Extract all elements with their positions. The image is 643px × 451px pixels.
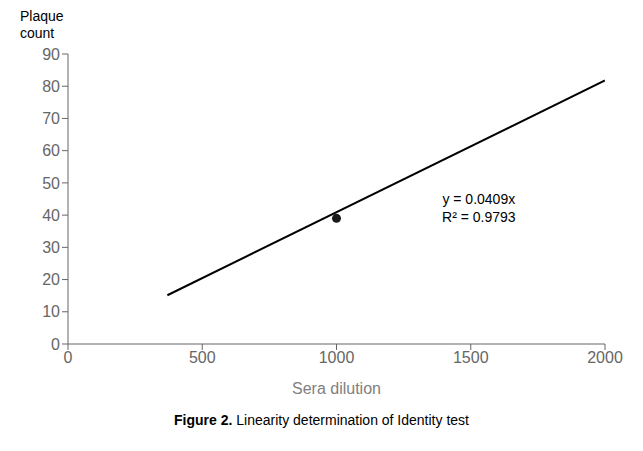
svg-text:0: 0 [64,349,73,366]
svg-text:500: 500 [189,349,216,366]
html-text:Plaque count: Plaque count [20,8,64,41]
svg-text:2000: 2000 [587,349,623,366]
svg-text:1500: 1500 [453,349,489,366]
svg-text:y = 0.0409xR² = 0.9793: y = 0.0409xR² = 0.9793 [442,190,516,224]
html-text:Figure 2. Linearity determinat: Figure 2. Linearity determination of Ide… [174,412,469,428]
svg-text:30: 30 [42,239,60,256]
svg-text:40: 40 [42,207,60,224]
svg-text:80: 80 [42,78,60,95]
svg-text:20: 20 [42,271,60,288]
svg-text:10: 10 [42,303,60,320]
svg-text:60: 60 [42,142,60,159]
svg-text:50: 50 [42,175,60,192]
svg-text:90: 90 [42,46,60,63]
svg-text:1000: 1000 [319,349,355,366]
svg-text:0: 0 [51,336,60,353]
svg-text:70: 70 [42,110,60,127]
svg-text:Sera dilution: Sera dilution [292,380,381,397]
